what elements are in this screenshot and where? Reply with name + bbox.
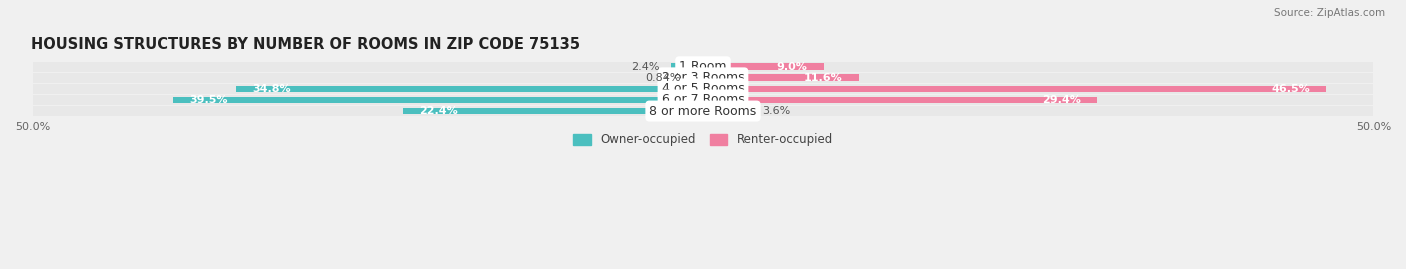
Text: 2.4%: 2.4% <box>631 62 659 72</box>
Text: 2 or 3 Rooms: 2 or 3 Rooms <box>662 71 744 84</box>
Bar <box>692 75 703 81</box>
Bar <box>173 97 703 103</box>
Bar <box>671 63 703 70</box>
Text: 22.4%: 22.4% <box>419 106 457 116</box>
Text: 11.6%: 11.6% <box>804 73 842 83</box>
Bar <box>703 108 751 115</box>
Text: 3.6%: 3.6% <box>762 106 790 116</box>
Text: 0.84%: 0.84% <box>645 73 681 83</box>
Bar <box>32 95 1374 105</box>
Bar <box>703 97 1097 103</box>
Bar <box>32 106 1374 116</box>
Legend: Owner-occupied, Renter-occupied: Owner-occupied, Renter-occupied <box>572 133 834 146</box>
Bar <box>32 73 1374 83</box>
Text: 29.4%: 29.4% <box>1042 95 1081 105</box>
Text: 4 or 5 Rooms: 4 or 5 Rooms <box>662 82 744 95</box>
Text: 34.8%: 34.8% <box>253 84 291 94</box>
Bar <box>703 75 859 81</box>
Text: Source: ZipAtlas.com: Source: ZipAtlas.com <box>1274 8 1385 18</box>
Text: 9.0%: 9.0% <box>776 62 807 72</box>
Text: HOUSING STRUCTURES BY NUMBER OF ROOMS IN ZIP CODE 75135: HOUSING STRUCTURES BY NUMBER OF ROOMS IN… <box>31 37 581 52</box>
Bar <box>32 62 1374 72</box>
Text: 6 or 7 Rooms: 6 or 7 Rooms <box>662 94 744 107</box>
Text: 46.5%: 46.5% <box>1271 84 1310 94</box>
Bar <box>236 86 703 92</box>
Text: 39.5%: 39.5% <box>190 95 228 105</box>
Bar <box>703 86 1326 92</box>
Bar <box>32 84 1374 94</box>
Text: 1 Room: 1 Room <box>679 60 727 73</box>
Bar <box>402 108 703 115</box>
Bar <box>703 63 824 70</box>
Text: 8 or more Rooms: 8 or more Rooms <box>650 105 756 118</box>
